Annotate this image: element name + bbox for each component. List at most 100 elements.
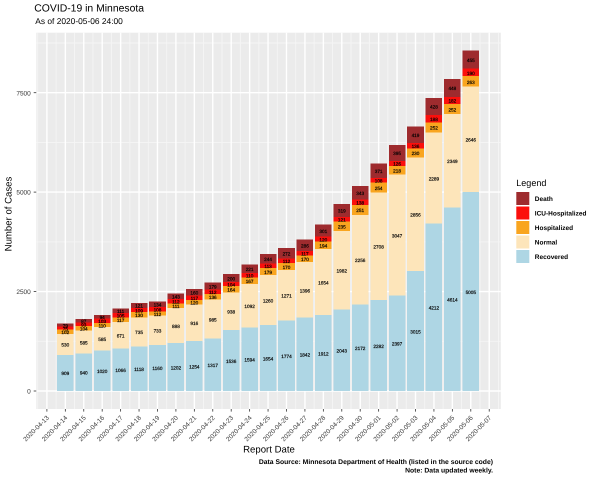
svg-text:1842: 1842 xyxy=(300,353,311,358)
svg-text:1654: 1654 xyxy=(263,356,274,361)
svg-text:130: 130 xyxy=(135,313,143,318)
svg-text:2500: 2500 xyxy=(16,289,31,296)
svg-text:2289: 2289 xyxy=(429,176,440,181)
svg-text:1254: 1254 xyxy=(189,364,200,369)
svg-text:194: 194 xyxy=(319,244,327,249)
svg-text:112: 112 xyxy=(209,290,217,295)
svg-text:585: 585 xyxy=(98,337,106,342)
svg-text:Note: Data updated weekly.: Note: Data updated weekly. xyxy=(405,468,493,475)
svg-text:2256: 2256 xyxy=(355,258,366,263)
svg-text:104: 104 xyxy=(80,327,88,332)
svg-text:263: 263 xyxy=(467,80,475,85)
svg-text:530: 530 xyxy=(61,343,69,348)
svg-text:272: 272 xyxy=(283,252,291,257)
svg-text:1912: 1912 xyxy=(318,351,329,356)
svg-text:448: 448 xyxy=(448,86,456,91)
svg-text:170: 170 xyxy=(301,257,309,262)
svg-text:2043: 2043 xyxy=(337,349,348,354)
svg-text:1092: 1092 xyxy=(244,304,255,309)
svg-text:108: 108 xyxy=(375,179,383,184)
svg-text:419: 419 xyxy=(412,133,420,138)
svg-text:Hospitalized: Hospitalized xyxy=(535,225,573,232)
svg-text:395: 395 xyxy=(393,151,401,156)
svg-text:138: 138 xyxy=(356,200,364,205)
svg-text:117: 117 xyxy=(301,251,309,256)
svg-text:252: 252 xyxy=(430,126,438,131)
svg-text:112: 112 xyxy=(283,259,291,264)
svg-text:1160: 1160 xyxy=(152,366,162,371)
svg-text:1066: 1066 xyxy=(115,368,126,373)
svg-text:5005: 5005 xyxy=(466,290,477,295)
svg-text:113: 113 xyxy=(264,264,272,269)
svg-text:Legend: Legend xyxy=(516,178,546,188)
svg-text:585: 585 xyxy=(80,340,88,345)
svg-text:105: 105 xyxy=(117,313,125,318)
svg-text:136: 136 xyxy=(209,295,217,300)
svg-text:4614: 4614 xyxy=(447,298,458,303)
svg-text:301: 301 xyxy=(319,229,327,234)
svg-text:Normal: Normal xyxy=(535,240,558,247)
svg-text:1536: 1536 xyxy=(226,359,237,364)
svg-text:121: 121 xyxy=(135,304,143,309)
svg-text:1982: 1982 xyxy=(337,269,348,274)
svg-text:167: 167 xyxy=(246,279,254,284)
svg-text:111: 111 xyxy=(172,304,180,309)
svg-text:244: 244 xyxy=(264,257,272,262)
svg-text:134: 134 xyxy=(154,303,162,308)
svg-text:190: 190 xyxy=(467,71,475,76)
svg-text:182: 182 xyxy=(448,99,456,104)
svg-text:117: 117 xyxy=(117,318,125,323)
svg-text:79: 79 xyxy=(63,323,69,328)
svg-text:Report Date: Report Date xyxy=(243,445,295,456)
svg-text:1317: 1317 xyxy=(208,363,219,368)
svg-text:143: 143 xyxy=(172,294,180,299)
svg-text:1654: 1654 xyxy=(318,280,329,285)
svg-text:121: 121 xyxy=(338,217,346,222)
svg-text:343: 343 xyxy=(356,191,364,196)
svg-text:319: 319 xyxy=(338,209,346,214)
svg-text:1594: 1594 xyxy=(244,358,255,363)
svg-text:254: 254 xyxy=(375,186,383,191)
svg-text:252: 252 xyxy=(448,107,456,112)
svg-text:4212: 4212 xyxy=(429,306,440,311)
svg-text:2856: 2856 xyxy=(410,213,421,218)
svg-text:Recovered: Recovered xyxy=(535,254,568,261)
svg-text:104: 104 xyxy=(227,282,235,287)
svg-text:1020: 1020 xyxy=(97,369,108,374)
svg-text:235: 235 xyxy=(338,225,346,230)
svg-text:2349: 2349 xyxy=(447,159,458,164)
svg-text:112: 112 xyxy=(154,312,162,317)
svg-text:733: 733 xyxy=(154,329,162,334)
svg-text:251: 251 xyxy=(356,208,364,213)
svg-text:136: 136 xyxy=(412,144,420,149)
svg-text:110: 110 xyxy=(98,323,106,328)
svg-text:940: 940 xyxy=(80,371,88,376)
svg-text:735: 735 xyxy=(135,330,143,335)
svg-text:5000: 5000 xyxy=(16,190,31,197)
svg-text:Number of Cases: Number of Cases xyxy=(3,176,14,251)
svg-text:371: 371 xyxy=(375,169,383,174)
svg-text:1202: 1202 xyxy=(171,365,182,370)
svg-text:428: 428 xyxy=(430,105,438,110)
svg-text:1271: 1271 xyxy=(281,293,292,298)
svg-text:160: 160 xyxy=(190,290,198,295)
svg-text:2708: 2708 xyxy=(373,245,384,250)
svg-text:As of 2020-05-06 24:00: As of 2020-05-06 24:00 xyxy=(35,16,123,26)
svg-text:87: 87 xyxy=(81,319,87,324)
svg-text:286: 286 xyxy=(301,243,309,248)
svg-text:188: 188 xyxy=(430,117,438,122)
svg-text:7500: 7500 xyxy=(16,90,31,97)
svg-text:1774: 1774 xyxy=(281,354,292,359)
svg-text:120: 120 xyxy=(190,301,198,306)
svg-text:218: 218 xyxy=(393,168,401,173)
svg-text:455: 455 xyxy=(467,58,475,63)
svg-text:2282: 2282 xyxy=(373,344,384,349)
svg-text:120: 120 xyxy=(319,237,327,242)
svg-text:1260: 1260 xyxy=(263,298,274,303)
svg-text:94: 94 xyxy=(100,315,106,320)
svg-text:ICU-Hospitalized: ICU-Hospitalized xyxy=(535,211,587,218)
svg-text:221: 221 xyxy=(246,267,254,272)
svg-text:75: 75 xyxy=(63,327,69,332)
svg-text:126: 126 xyxy=(393,162,401,167)
svg-text:938: 938 xyxy=(227,310,235,315)
